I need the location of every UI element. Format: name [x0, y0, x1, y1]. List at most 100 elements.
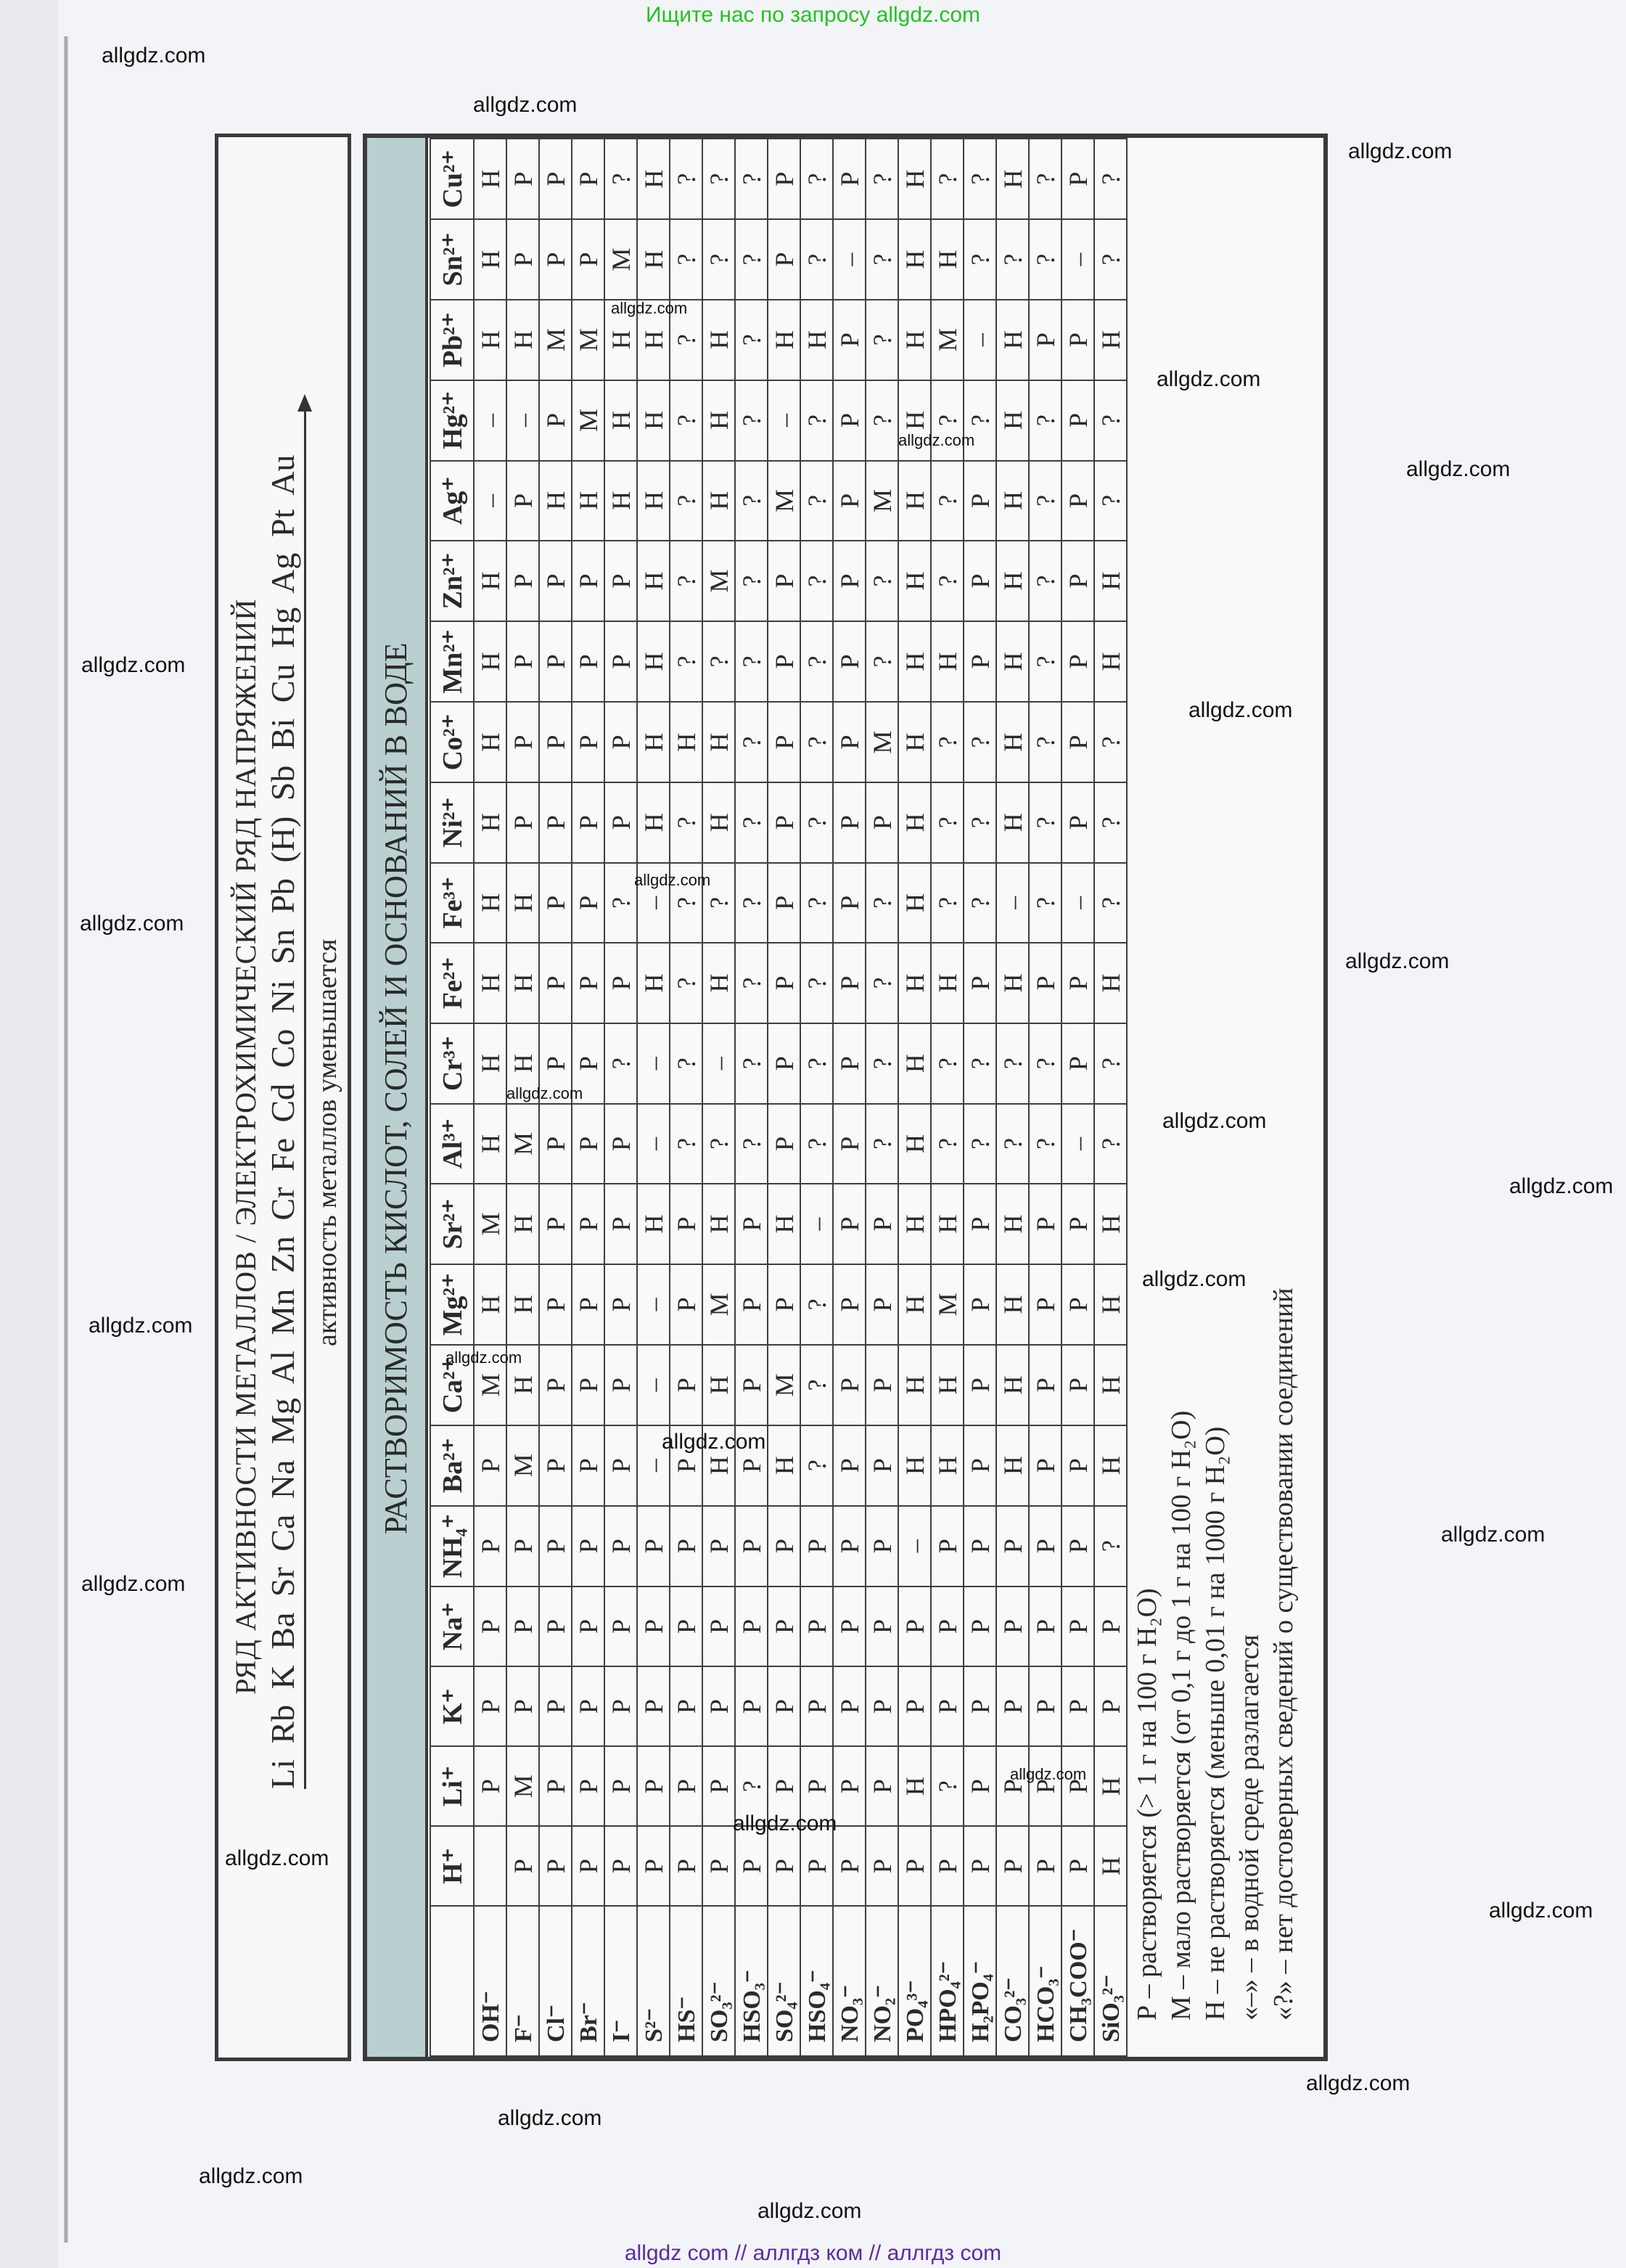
- solubility-cell: ?: [670, 1103, 702, 1184]
- watermark: allgdz.com: [898, 431, 975, 449]
- cation-header: Al³⁺: [430, 1103, 474, 1184]
- legend-item: М – мало растворяется (от 0,1 г до 1 г н…: [1166, 1410, 1196, 2021]
- solubility-cell: Р: [604, 1746, 637, 1827]
- solubility-cell: Р: [506, 139, 539, 220]
- solubility-cell: –: [474, 460, 506, 541]
- bottom-links[interactable]: allgdz com // аллгдз ком // аллгдз com: [624, 2241, 1002, 2265]
- solubility-cell: Р: [1062, 1666, 1094, 1747]
- watermark: allgdz.com: [81, 653, 186, 677]
- solubility-cell: ?: [931, 1023, 964, 1104]
- solubility-cell: ?: [735, 460, 768, 541]
- solubility-cell: Н: [898, 219, 931, 300]
- solubility-cell: Р: [1062, 1746, 1094, 1827]
- solubility-cell: Р: [539, 782, 572, 863]
- solubility-cell: Р: [1029, 1666, 1062, 1747]
- solubility-cell: Р: [637, 1746, 670, 1827]
- solubility-cell: ?: [800, 943, 833, 1023]
- anion-label: NO₂⁻: [866, 1906, 898, 2056]
- solubility-cell: Р: [539, 1184, 572, 1264]
- solubility-cell: Р: [833, 460, 866, 541]
- solubility-cell: ?: [931, 702, 964, 782]
- solubility-cell: Р: [964, 1184, 996, 1264]
- solubility-cell: ?: [996, 219, 1029, 300]
- solubility-cell: Р: [1094, 1666, 1127, 1747]
- solubility-cell: Н: [702, 782, 735, 863]
- solubility-cell: Р: [768, 541, 800, 621]
- cation-header: Mg²⁺: [430, 1264, 474, 1345]
- solubility-cell: М: [702, 541, 735, 621]
- solubility-cell: ?: [931, 460, 964, 541]
- anion-label: Br⁻: [572, 1906, 604, 2056]
- solubility-cell: Н: [898, 1103, 931, 1184]
- solubility-cell: М: [866, 702, 898, 782]
- watermark: allgdz.com: [1188, 698, 1293, 722]
- solubility-cell: Н: [898, 782, 931, 863]
- solubility-cell: ?: [702, 1103, 735, 1184]
- solubility-cell: Н: [931, 943, 964, 1023]
- solubility-cell: Н: [996, 541, 1029, 621]
- solubility-cell: Р: [539, 380, 572, 461]
- solubility-cell: ?: [866, 219, 898, 300]
- solubility-cell: Р: [604, 943, 637, 1023]
- solubility-cell: Р: [768, 1264, 800, 1345]
- top-search-note[interactable]: Ищите нас по запросу allgdz.com: [645, 3, 981, 27]
- solubility-cell: Р: [539, 1505, 572, 1587]
- watermark: allgdz.com: [634, 871, 711, 889]
- solubility-cell: Р: [572, 782, 604, 863]
- solubility-cell: Н: [474, 1103, 506, 1184]
- table-row: HSO₃⁻ Р? Р Р Р Р Р Р Р?????????????: [735, 139, 768, 2056]
- solubility-cell: М: [572, 380, 604, 461]
- table-row: H₂PO₄⁻ Р Р Р Р Р Р Р Р Р?? Р??? Р Р Р? –??: [964, 139, 996, 2056]
- cation-header: Cu²⁺: [430, 139, 474, 220]
- solubility-cell: ?: [866, 541, 898, 621]
- solubility-cell: ?: [866, 862, 898, 943]
- anion-label: H₂PO₄⁻: [964, 1906, 996, 2056]
- solubility-title-bar: РАСТВОРИМОСТЬ КИСЛОТ, СОЛЕЙ И ОСНОВАНИЙ …: [367, 138, 428, 2057]
- solubility-cell: ?: [1094, 1505, 1127, 1587]
- solubility-cell: ?: [964, 1103, 996, 1184]
- solubility-cell: Р: [996, 1746, 1029, 1827]
- solubility-cell: ?: [931, 541, 964, 621]
- solubility-cell: Р: [866, 1826, 898, 1907]
- solubility-cell: Р: [572, 1505, 604, 1587]
- anion-label: HS⁻: [670, 1906, 702, 2056]
- solubility-cell: ?: [800, 541, 833, 621]
- solubility-cell: ?: [735, 1103, 768, 1184]
- watermark: allgdz.com: [757, 2199, 862, 2223]
- watermark: allgdz.com: [1489, 1899, 1593, 1923]
- solubility-cell: Н: [931, 1184, 964, 1264]
- anion-label: S²⁻: [637, 1906, 670, 2056]
- solubility-cell: ?: [866, 380, 898, 461]
- solubility-cell: Р: [506, 1826, 539, 1907]
- solubility-cell: ?: [996, 1023, 1029, 1104]
- solubility-cell: Р: [539, 541, 572, 621]
- watermark: allgdz.com: [611, 299, 688, 317]
- solubility-cell: Р: [539, 1826, 572, 1907]
- corner-cell: [430, 1906, 474, 2056]
- solubility-cell: Р: [768, 219, 800, 300]
- solubility-cell: ?: [604, 139, 637, 220]
- solubility-cell: ?: [1029, 782, 1062, 863]
- solubility-cell: Р: [539, 1103, 572, 1184]
- solubility-cell: Р: [1029, 1505, 1062, 1587]
- solubility-cell: Р: [572, 541, 604, 621]
- solubility-cell: Р: [1062, 1184, 1094, 1264]
- solubility-cell: Р: [964, 1586, 996, 1667]
- solubility-cell: Р: [964, 621, 996, 703]
- solubility-cell: Р: [833, 1184, 866, 1264]
- solubility-cell: Н: [474, 541, 506, 621]
- solubility-cell: Р: [866, 782, 898, 863]
- solubility-cell: Р: [474, 1505, 506, 1587]
- book-binding: [64, 36, 68, 2243]
- solubility-cell: Р: [572, 1586, 604, 1667]
- solubility-cell: Р: [898, 1666, 931, 1747]
- solubility-cell: ?: [735, 1023, 768, 1104]
- solubility-cell: Р: [768, 139, 800, 220]
- cation-header: Fe³⁺: [430, 862, 474, 943]
- solubility-cell: Н: [768, 299, 800, 380]
- solubility-cell: Р: [506, 1586, 539, 1667]
- solubility-cell: Р: [506, 460, 539, 541]
- solubility-cell: Р: [604, 1264, 637, 1345]
- solubility-cell: ?: [866, 299, 898, 380]
- solubility-cell: Р: [768, 943, 800, 1023]
